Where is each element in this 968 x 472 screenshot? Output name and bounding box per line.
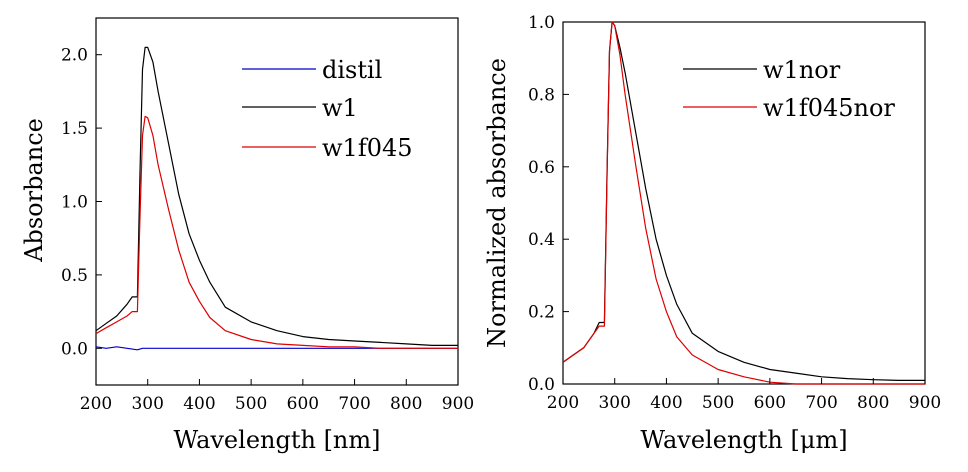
right-x-axis-title: Wavelength [μm] bbox=[640, 426, 847, 454]
right-chart: 200 300 400 500 600 700 800 900 0.0 0.2 0.4 0.6 0.8 1… bbox=[483, 13, 941, 454]
right-x-tick-label: 800 bbox=[857, 393, 889, 413]
right-y-tick-label: 0.8 bbox=[528, 85, 555, 105]
left-y-tick-label: 0.5 bbox=[61, 266, 88, 286]
legend-label-w1f045: w1f045 bbox=[322, 134, 413, 162]
right-ticks-group: 200 300 400 500 600 700 800 900 0.0 0.2 0.4 0.6 0.8 1… bbox=[528, 13, 941, 413]
right-x-tick-label: 700 bbox=[805, 393, 837, 413]
right-y-tick-label: 0.4 bbox=[528, 230, 555, 250]
right-x-tick-label: 900 bbox=[909, 393, 941, 413]
right-y-axis-title: Normalized absorbance bbox=[483, 58, 511, 348]
left-x-tick-label: 700 bbox=[338, 394, 370, 414]
series-line-w1 bbox=[95, 46, 458, 346]
legend-label-w1: w1 bbox=[322, 94, 358, 122]
left-x-axis-title: Wavelength [nm] bbox=[173, 426, 380, 454]
series-line-w1nor bbox=[562, 21, 925, 381]
right-y-tick-label: 1.0 bbox=[528, 13, 555, 33]
left-chart: 200 300 400 500 600 700 800 9000.00.51.01.52.0 … bbox=[20, 17, 474, 454]
left-ticks-group: 200 300 400 500 600 700 800 900 0.0 0.5 1.0 1.5 2.0 bbox=[61, 46, 474, 414]
left-plot-frame bbox=[95, 17, 459, 386]
right-x-tick-label: 500 bbox=[702, 393, 734, 413]
legend-label-distil: distil bbox=[322, 56, 382, 84]
right-y-tick-label: 0.6 bbox=[528, 158, 555, 178]
left-x-tick-label: 200 bbox=[80, 394, 112, 414]
left-legend: distil w1 w1f045 bbox=[242, 56, 413, 162]
right-plot-frame bbox=[562, 21, 926, 385]
right-x-tick-label: 600 bbox=[754, 393, 786, 413]
right-series-group bbox=[562, 21, 925, 385]
left-y-axis-title: Absorbance bbox=[20, 118, 48, 263]
right-x-tick-label: 300 bbox=[598, 393, 630, 413]
left-x-tick-label: 800 bbox=[390, 394, 422, 414]
left-x-tick-label: 600 bbox=[287, 394, 319, 414]
series-line-w1f045nor bbox=[562, 21, 925, 385]
legend-label-w1f045nor: w1f045nor bbox=[763, 94, 895, 122]
left-x-tick-label: 900 bbox=[442, 394, 474, 414]
left-series-group bbox=[95, 46, 458, 351]
series-line-w1f045 bbox=[95, 115, 458, 349]
left-y-tick-label: 1.0 bbox=[61, 193, 88, 213]
right-x-tick-label: 200 bbox=[547, 393, 579, 413]
left-y-tick-label: 2.0 bbox=[61, 46, 88, 66]
left-y-tick-label: 1.5 bbox=[61, 119, 88, 139]
left-x-tick-label: 400 bbox=[183, 394, 215, 414]
right-legend: w1nor w1f045nor bbox=[683, 56, 895, 122]
right-x-tick-label: 400 bbox=[650, 393, 682, 413]
right-y-tick-label: 0.2 bbox=[528, 303, 555, 323]
right-y-tick-label: 0.0 bbox=[528, 375, 555, 395]
left-x-tick-label: 500 bbox=[235, 394, 267, 414]
legend-label-w1nor: w1nor bbox=[763, 56, 841, 84]
left-x-tick-label: 300 bbox=[131, 394, 163, 414]
series-line-distil bbox=[95, 346, 458, 351]
left-y-tick-label: 0.0 bbox=[61, 339, 88, 359]
